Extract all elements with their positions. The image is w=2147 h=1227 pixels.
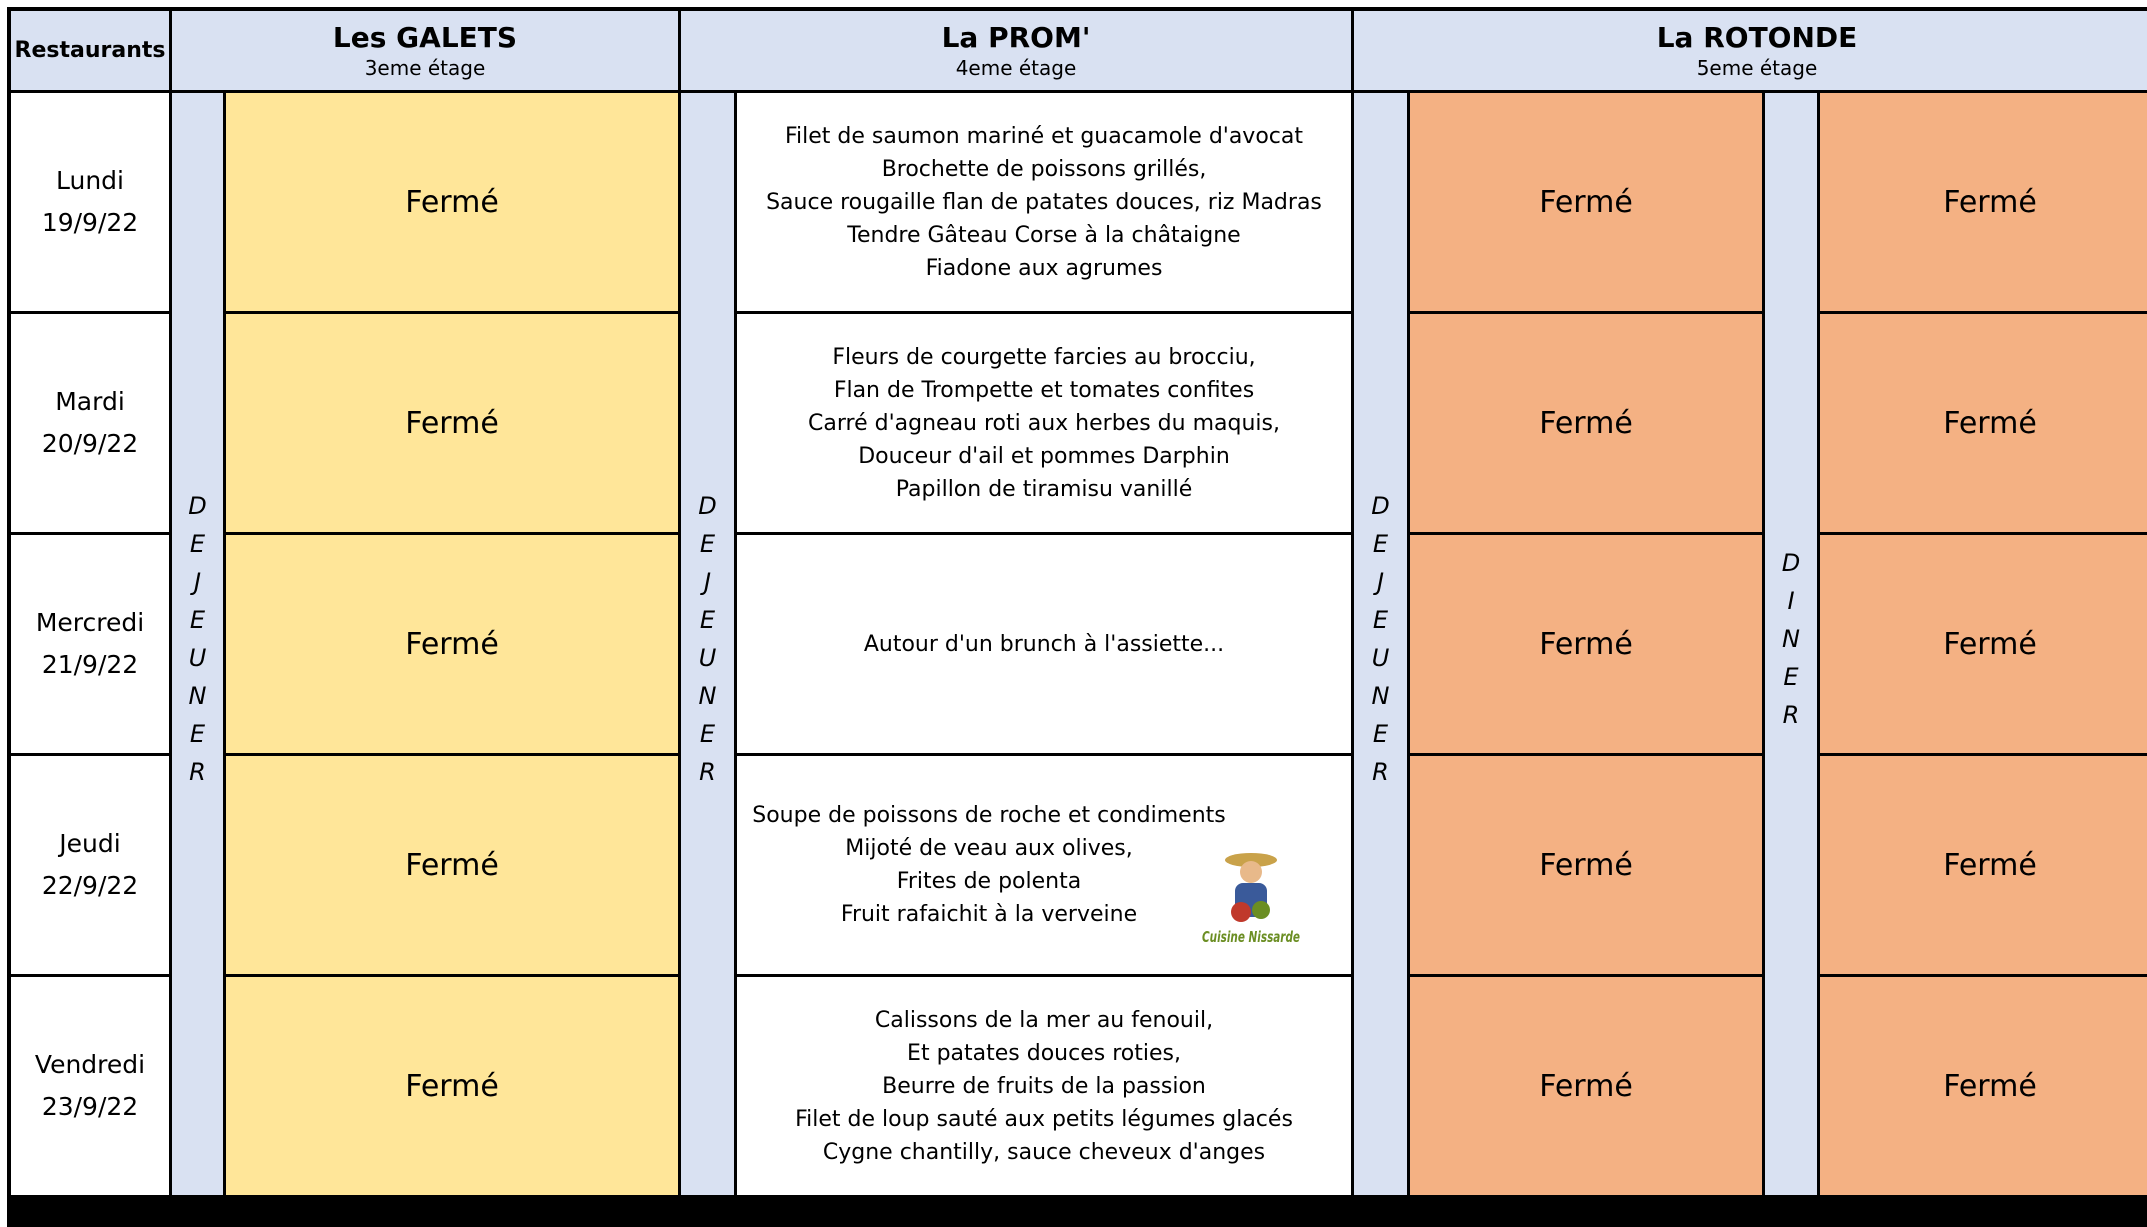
restaurant-floor: 4eme étage bbox=[955, 56, 1077, 80]
menu-line: Et patates douces roties, bbox=[907, 1040, 1181, 1066]
logo: Cuisine Nissarde bbox=[1202, 853, 1300, 946]
rotonde-dinner-cell: Fermé bbox=[1820, 977, 2147, 1195]
day-cell: Mardi 20/9/22 bbox=[11, 314, 169, 532]
corner-header: Restaurants bbox=[11, 11, 169, 90]
rotonde-lunch-cell: Fermé bbox=[1410, 756, 1762, 974]
meal-strip: DEJEUNER bbox=[681, 93, 734, 1195]
prom-cell: Soupe de poissons de roche et condiments… bbox=[737, 756, 1351, 974]
day-date: 20/9/22 bbox=[41, 429, 139, 458]
menu-line: Fiadone aux agrumes bbox=[925, 255, 1163, 281]
menu-line: Flan de Trompette et tomates confites bbox=[833, 377, 1255, 403]
restaurant-floor: 3eme étage bbox=[364, 56, 486, 80]
day-name: Mercredi bbox=[35, 608, 145, 637]
rotonde-dinner-cell: Fermé bbox=[1820, 93, 2147, 311]
basket bbox=[1231, 902, 1251, 922]
day-date: 19/9/22 bbox=[41, 208, 139, 237]
logo-text: Cuisine Nissarde bbox=[1202, 928, 1300, 946]
galets-cell: Fermé bbox=[226, 756, 678, 974]
menu-line: Soupe de poissons de roche et condiments bbox=[752, 803, 1226, 828]
day-cell: Mercredi 21/9/22 bbox=[11, 535, 169, 753]
menu-line: Mijoté de veau aux olives, bbox=[845, 836, 1133, 861]
day-date: 23/9/22 bbox=[41, 1092, 139, 1121]
menu-line: Tendre Gâteau Corse à la châtaigne bbox=[847, 222, 1241, 248]
restaurant-header: Les GALETS 3eme étage bbox=[172, 11, 678, 90]
menu-line: Fruit rafaichit à la verveine bbox=[840, 902, 1138, 927]
menu-line: Beurre de fruits de la passion bbox=[882, 1073, 1206, 1099]
restaurant-name: La PROM' bbox=[941, 21, 1091, 54]
hat bbox=[1225, 853, 1277, 867]
meal-label: DEJEUNER bbox=[1366, 492, 1395, 796]
day-cell: Vendredi 23/9/22 bbox=[11, 977, 169, 1195]
menu-line: Frites de polenta bbox=[896, 869, 1082, 894]
rotonde-lunch-cell: Fermé bbox=[1410, 535, 1762, 753]
galets-cell: Fermé bbox=[226, 535, 678, 753]
meal-label: DINER bbox=[1777, 549, 1805, 739]
restaurant-floor: 5eme étage bbox=[1696, 56, 1818, 80]
meal-strip: DEJEUNER bbox=[172, 93, 223, 1195]
restaurant-name: Les GALETS bbox=[332, 21, 518, 54]
menu-line: Sauce rougaille flan de patates douces, … bbox=[766, 189, 1322, 215]
galets-cell: Fermé bbox=[226, 93, 678, 311]
day-name: Lundi bbox=[56, 166, 124, 195]
page: {"header": {"corner": "Restaurants", "re… bbox=[7, 7, 2147, 1227]
prom-cell: Autour d'un brunch à l'assiette... bbox=[737, 535, 1351, 753]
meal-strip: DEJEUNER bbox=[1354, 93, 1407, 1195]
menu-line: Filet de loup sauté aux petits légumes g… bbox=[795, 1106, 1293, 1132]
restaurant-header: La ROTONDE 5eme étage bbox=[1354, 11, 2147, 90]
face bbox=[1240, 861, 1262, 883]
basket bbox=[1252, 901, 1270, 919]
day-cell: Jeudi 22/9/22 bbox=[11, 756, 169, 974]
menu-line: Carré d'agneau roti aux herbes du maquis… bbox=[808, 410, 1280, 436]
restaurant-name: La ROTONDE bbox=[1656, 21, 1858, 54]
day-date: 22/9/22 bbox=[41, 871, 139, 900]
day-cell: Lundi 19/9/22 bbox=[11, 93, 169, 311]
meal-strip: DINER bbox=[1765, 93, 1817, 1195]
day-name: Vendredi bbox=[34, 1050, 146, 1079]
day-name: Jeudi bbox=[59, 829, 121, 858]
menu-line: Douceur d'ail et pommes Darphin bbox=[858, 443, 1230, 469]
day-name: Mardi bbox=[55, 387, 125, 416]
menu-line: Papillon de tiramisu vanillé bbox=[895, 476, 1193, 502]
meal-label: DEJEUNER bbox=[183, 492, 212, 796]
prom-cell: Filet de saumon mariné et guacamole d'av… bbox=[737, 93, 1351, 311]
prom-cell: Calissons de la mer au fenouil, Et patate… bbox=[737, 977, 1351, 1195]
rotonde-dinner-cell: Fermé bbox=[1820, 756, 2147, 974]
menu-line: Brochette de poissons grillés, bbox=[881, 156, 1207, 182]
day-date: 21/9/22 bbox=[41, 650, 139, 679]
rotonde-lunch-cell: Fermé bbox=[1410, 93, 1762, 311]
menu-line: Autour d'un brunch à l'assiette... bbox=[863, 631, 1225, 657]
rotonde-dinner-cell: Fermé bbox=[1820, 535, 2147, 753]
rotonde-lunch-cell: Fermé bbox=[1410, 977, 1762, 1195]
menu-line: Cygne chantilly, sauce cheveux d'anges bbox=[822, 1139, 1266, 1165]
menu-line: Fleurs de courgette farcies au brocciu, bbox=[832, 344, 1256, 370]
menu-line: Calissons de la mer au fenouil, bbox=[874, 1007, 1214, 1033]
galets-cell: Fermé bbox=[226, 977, 678, 1195]
galets-cell: Fermé bbox=[226, 314, 678, 532]
menu-line: Filet de saumon mariné et guacamole d'av… bbox=[784, 123, 1303, 149]
menu-table: Restaurants Les GALETS 3eme étage La PROM' 4… bbox=[7, 7, 2147, 1227]
restaurant-header: La PROM' 4eme étage bbox=[681, 11, 1351, 90]
prom-cell: Fleurs de courgette farcies au brocciu, F… bbox=[737, 314, 1351, 532]
meal-label: DEJEUNER bbox=[693, 492, 722, 796]
rotonde-dinner-cell: Fermé bbox=[1820, 314, 2147, 532]
rotonde-lunch-cell: Fermé bbox=[1410, 314, 1762, 532]
